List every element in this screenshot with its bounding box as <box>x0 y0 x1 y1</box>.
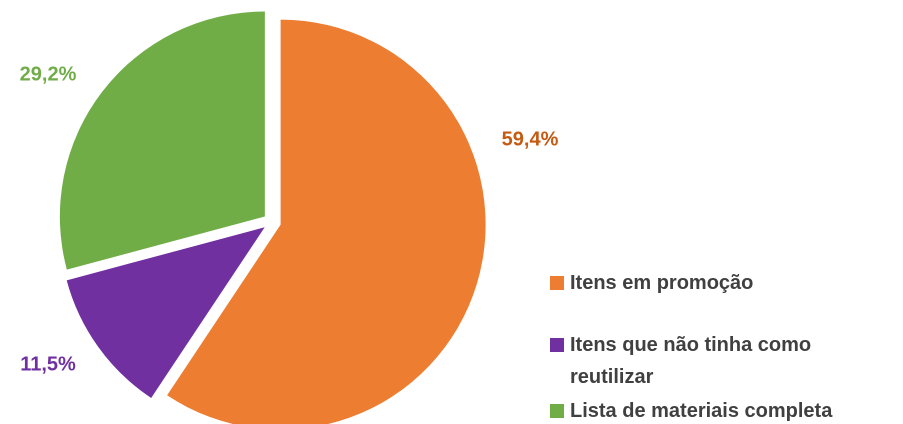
legend-label: Itens em promoção <box>570 272 754 294</box>
pie-slice <box>167 19 486 424</box>
legend-label: Itens que não tinha como reutilizar <box>570 334 812 388</box>
data-label: 59,4% <box>502 128 559 150</box>
legend-swatch <box>550 276 564 290</box>
legend-item: Itens em promoção <box>550 267 900 299</box>
legend-swatch <box>550 338 564 352</box>
legend-item: Itens que não tinha como reutilizar <box>550 329 900 393</box>
pie-slice <box>66 227 265 398</box>
data-label: 11,5% <box>20 353 76 375</box>
legend: Itens em promoção Itens que não tinha com… <box>550 267 900 424</box>
pie-slice <box>59 11 265 270</box>
data-label: 29,2% <box>20 63 77 85</box>
legend-swatch <box>550 404 564 418</box>
legend-item: Lista de materiais completa <box>550 395 900 424</box>
legend-label: Lista de materiais completa <box>570 400 833 422</box>
